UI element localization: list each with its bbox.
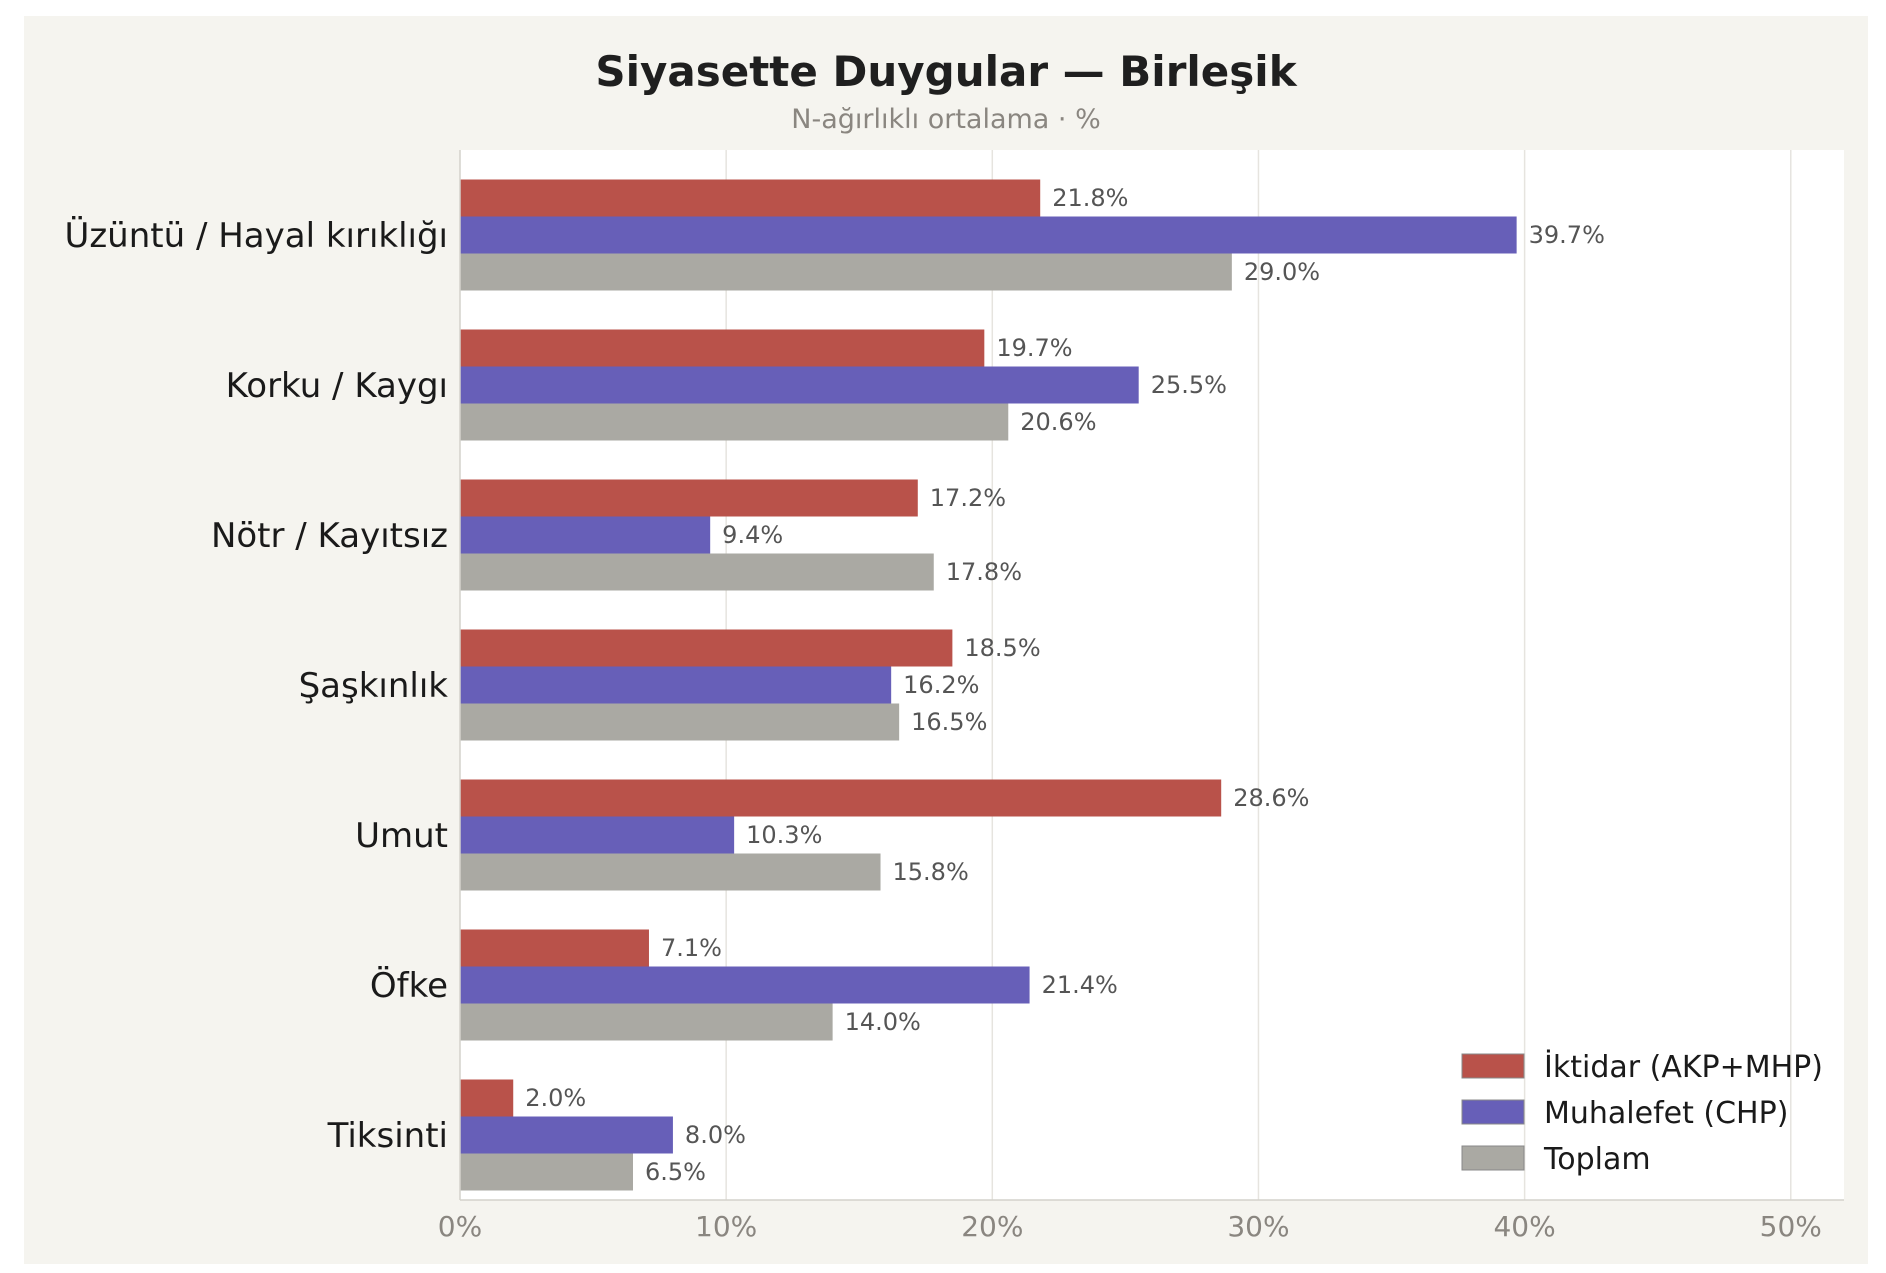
bar-value-label: 28.6% [1233, 784, 1309, 812]
bar [460, 703, 900, 741]
bar-value-label: 6.5% [645, 1158, 706, 1186]
x-tick-label: 50% [1760, 1210, 1822, 1243]
bar-value-label: 20.6% [1020, 408, 1096, 436]
bar-value-label: 18.5% [964, 634, 1040, 662]
bar-value-label: 25.5% [1151, 371, 1227, 399]
chart-card: Siyasette Duygular — Birleşik N-ağırlıkl… [24, 16, 1868, 1264]
bar [460, 553, 934, 591]
bar-value-label: 8.0% [685, 1121, 746, 1149]
category-label: Öfke [370, 965, 448, 1006]
bar-value-label: 39.7% [1529, 221, 1605, 249]
bar [460, 216, 1517, 254]
legend-swatch [1461, 1099, 1525, 1125]
bar-layer [460, 179, 1517, 1191]
bar-value-label: 14.0% [845, 1008, 921, 1036]
bar [460, 366, 1139, 404]
bar-value-label: 16.2% [903, 671, 979, 699]
bar [460, 329, 985, 367]
bar-value-label: 17.8% [946, 558, 1022, 586]
bar [460, 779, 1222, 817]
bar [460, 253, 1232, 291]
bar [460, 1003, 833, 1041]
x-tick-label: 10% [695, 1210, 757, 1243]
bar [460, 179, 1041, 217]
chart-subtitle: N-ağırlıklı ortalama · % [791, 104, 1101, 135]
bar-value-label: 7.1% [661, 934, 722, 962]
label-layer: Üzüntü / Hayal kırıklığı 21.8% 39.7% 29.0% K… [64, 184, 1604, 1186]
bar-value-label: 17.2% [930, 484, 1006, 512]
x-tick-label: 30% [1227, 1210, 1289, 1243]
bar [460, 966, 1030, 1004]
category-label: Korku / Kaygı [226, 366, 448, 406]
bar-value-label: 21.8% [1052, 184, 1128, 212]
chart-title: Siyasette Duygular — Birleşik [595, 47, 1297, 96]
x-tick-label: 0% [438, 1210, 482, 1243]
x-tick-label: 40% [1493, 1210, 1555, 1243]
bar-value-label: 21.4% [1042, 971, 1118, 999]
legend: İktidar (AKP+MHP) Muhalefet (CHP) Toplam [1461, 1049, 1823, 1177]
category-label: Şaşkınlık [299, 666, 449, 706]
bar-value-label: 16.5% [911, 708, 987, 736]
bar-value-label: 10.3% [746, 821, 822, 849]
bar [460, 629, 953, 667]
bar [460, 1079, 514, 1117]
bar-value-label: 29.0% [1244, 258, 1320, 286]
legend-label: Muhalefet (CHP) [1544, 1096, 1788, 1131]
legend-swatch [1461, 1053, 1525, 1079]
bar-value-label: 9.4% [722, 521, 783, 549]
category-label: Umut [355, 816, 448, 856]
bar-value-label: 2.0% [525, 1084, 586, 1112]
legend-label: İktidar (AKP+MHP) [1544, 1049, 1823, 1085]
bar [460, 929, 649, 967]
bar [460, 1116, 673, 1154]
legend-label: Toplam [1543, 1142, 1651, 1177]
bar [460, 516, 711, 554]
bar-value-label: 15.8% [893, 858, 969, 886]
x-tick-label: 20% [961, 1210, 1023, 1243]
bar-value-label: 19.7% [996, 334, 1072, 362]
chart-svg: Siyasette Duygular — Birleşik N-ağırlıkl… [64, 47, 1844, 1243]
legend-swatch [1461, 1145, 1525, 1171]
bar [460, 853, 881, 891]
category-label: Tiksinti [327, 1116, 448, 1156]
category-label: Nötr / Kayıtsız [211, 516, 448, 556]
bar [460, 403, 1009, 441]
bar [460, 479, 918, 517]
bar [460, 666, 892, 704]
axis-layer: 0% 10% 20% 30% 40% 50% [438, 150, 1844, 1243]
bar [460, 816, 735, 854]
bar [460, 1153, 633, 1191]
category-label: Üzüntü / Hayal kırıklığı [64, 215, 448, 256]
